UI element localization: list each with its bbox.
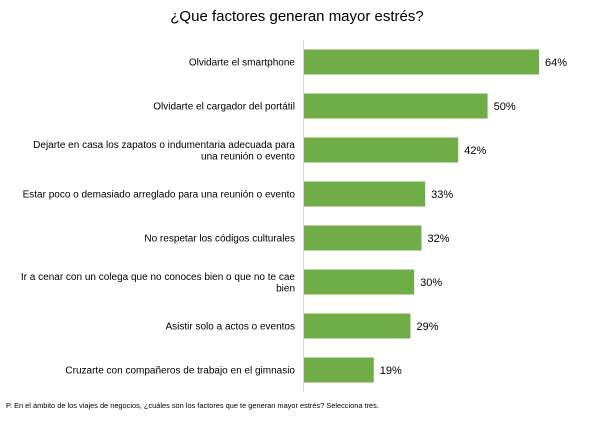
- chart-title: ¿Que factores generan mayor estrés?: [170, 8, 424, 25]
- value-label: 33%: [431, 189, 453, 201]
- category-label: Dejarte en casa los zapatos o indumentar…: [33, 140, 295, 163]
- value-label: 50%: [494, 101, 516, 113]
- bar: [304, 225, 422, 251]
- question-footnote: P. En el ámbito de los viajes de negocio…: [6, 401, 379, 410]
- bar: [304, 269, 415, 295]
- value-label: 32%: [428, 233, 450, 245]
- category-label: Estar poco o demasiado arreglado para un…: [23, 190, 296, 201]
- category-label: No respetar los códigos culturales: [144, 234, 295, 245]
- bar: [304, 93, 488, 119]
- category-label: Olvidarte el smartphone: [189, 58, 296, 69]
- bar: [304, 181, 426, 207]
- bar: [304, 357, 374, 383]
- category-label: Cruzarte con compañeros de trabajo en el…: [65, 366, 295, 377]
- value-label: 64%: [545, 57, 567, 69]
- value-label: 42%: [464, 145, 486, 157]
- bar: [304, 137, 459, 163]
- value-label: 19%: [380, 365, 402, 377]
- value-label: 30%: [420, 277, 442, 289]
- value-label: 29%: [416, 321, 438, 333]
- category-label: Olvidarte el cargador del portátil: [153, 102, 295, 113]
- category-label: Asistir solo a actos o eventos: [165, 322, 295, 333]
- category-label: Ir a cenar con un colega que no conoces …: [21, 272, 296, 295]
- bar: [304, 313, 411, 339]
- bar: [304, 49, 539, 75]
